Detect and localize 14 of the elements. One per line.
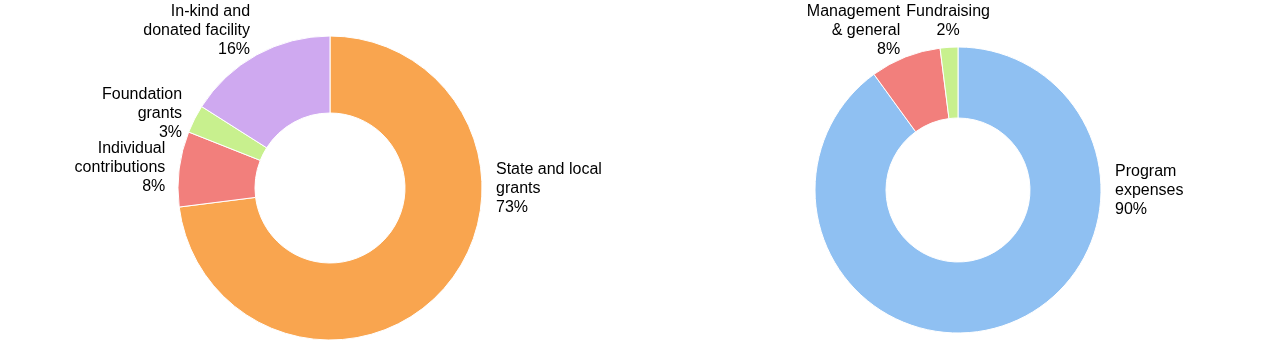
slice-label: Management & general xyxy=(806,2,901,38)
data-label: 16% xyxy=(218,40,251,57)
data-label: 90% xyxy=(1115,200,1148,217)
slice-label: Fundraising xyxy=(906,2,990,19)
data-label: 8% xyxy=(142,177,166,195)
data-label: 3% xyxy=(158,122,183,140)
slice-label: Individual contributions xyxy=(74,139,166,176)
slice-label: In-kind and donated facility xyxy=(143,2,251,38)
slice-label: Foundation grants xyxy=(102,84,183,121)
data-label: 73% xyxy=(496,198,529,215)
slice-label: State and local grants xyxy=(496,160,602,196)
data-label: 2% xyxy=(936,21,960,38)
data-label: 8% xyxy=(877,40,901,57)
slice-label: Program expenses xyxy=(1115,162,1184,198)
